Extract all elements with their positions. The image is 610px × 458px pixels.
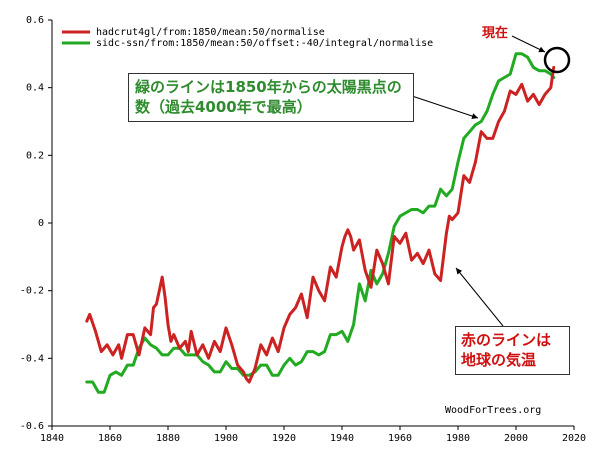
red-line-note: 赤のラインは地球の気温: [455, 326, 570, 375]
x-tick-label: 1840: [40, 433, 64, 444]
series-lines: [85, 52, 556, 394]
axes: [48, 19, 575, 430]
y-tick-label: 0.6: [26, 15, 44, 26]
legend: hadcrut4gl/from:1850/mean:50/normalise s…: [62, 27, 433, 49]
x-tick-label: 1920: [272, 433, 296, 444]
x-tick-label: 1880: [156, 433, 180, 444]
now-label: 現在: [482, 26, 509, 41]
y-tick-label: -0.4: [20, 353, 44, 364]
green-line-note: 緑のラインは1850年からの太陽黒点の数（過去4000年で最高）: [128, 73, 414, 122]
credit-text: WoodForTrees.org: [445, 405, 541, 416]
legend-label-red: hadcrut4gl/from:1850/mean:50/normalise: [96, 27, 325, 38]
x-tick-label: 1980: [446, 433, 470, 444]
x-tick-label: 1900: [214, 433, 238, 444]
y-tick-label: 0.2: [26, 150, 44, 161]
red-note-arrow: [455, 267, 504, 327]
x-tick-label: 2020: [562, 433, 586, 444]
legend-label-green: sidc-ssn/from:1850/mean:50/offset:-40/in…: [96, 38, 433, 49]
x-tick-label: 1940: [330, 433, 354, 444]
x-tick-label: 2000: [504, 433, 528, 444]
now-arrow: [511, 35, 546, 53]
y-tick-label: 0.4: [26, 83, 44, 94]
y-tick-label: -0.6: [20, 421, 44, 432]
green-series-line: [85, 52, 556, 394]
now-highlight-circle: [543, 46, 571, 74]
y-tick-label: -0.2: [20, 286, 44, 297]
x-tick-label: 1960: [388, 433, 412, 444]
red-series-line: [85, 65, 556, 384]
x-tick-label: 1860: [98, 433, 122, 444]
y-tick-label: 0: [38, 218, 44, 229]
tick-labels: 1840 1860 1880 1900 1920 1940 1960 1980 2000 2020…: [20, 15, 586, 444]
